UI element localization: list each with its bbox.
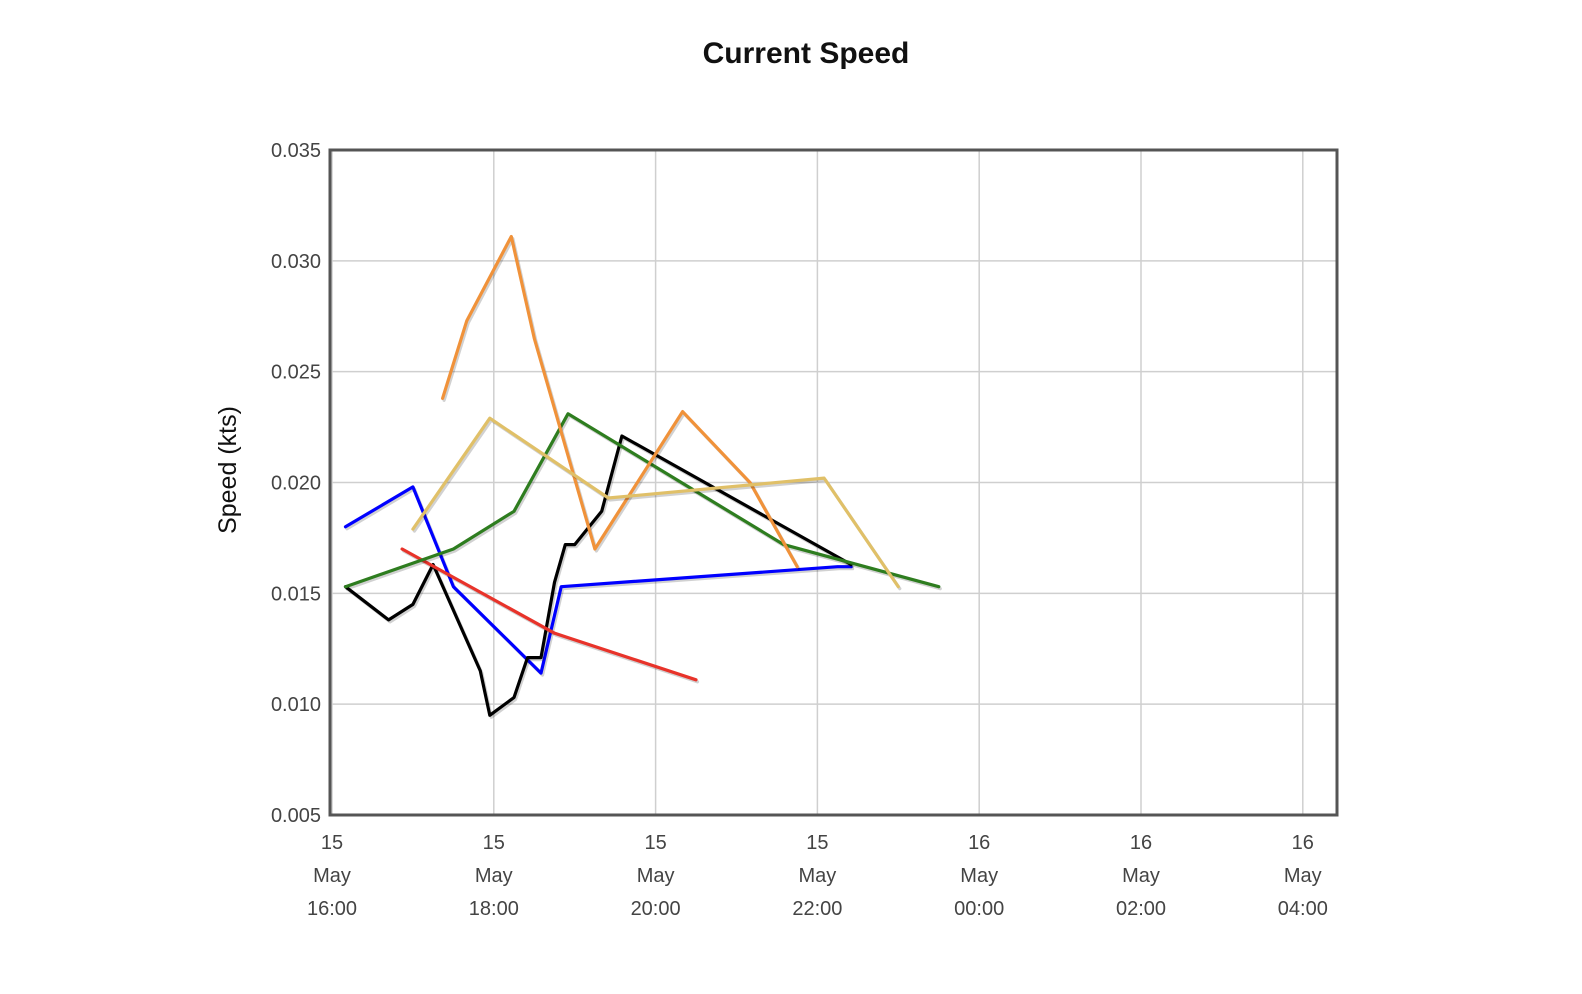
x-tick-label: 16 May 04:00 — [1278, 832, 1328, 920]
x-axis-ticks: 15 May 16:00 15 May 18:00 15 May 20:00 15 May 22:00… — [307, 832, 1328, 920]
y-tick-label: 0.025 — [271, 362, 321, 384]
grid-lines — [330, 149, 1337, 816]
series-shadow — [442, 236, 801, 571]
series-line-3 — [400, 547, 698, 682]
plot-frame — [328, 148, 1339, 817]
y-axis-ticks: 0.005 0.010 0.015 0.020 0.025 0.030 0.035 — [271, 140, 321, 827]
y-tick-label: 0.005 — [271, 805, 321, 827]
x-tick-label: 15 May 18:00 — [469, 832, 519, 920]
series-line-2 — [343, 434, 853, 717]
y-tick-label: 0.035 — [271, 140, 321, 162]
chart-title: Current Speed — [703, 37, 910, 70]
series-shadow — [345, 436, 855, 719]
x-tick-label: 15 May 20:00 — [631, 832, 681, 920]
series-line-5 — [441, 234, 799, 569]
x-tick-label: 15 May 16:00 — [307, 832, 357, 920]
data-series — [343, 234, 942, 719]
x-tick-label: 16 May 00:00 — [954, 832, 1004, 920]
series-shadow — [412, 418, 902, 591]
series-line-1 — [343, 485, 853, 675]
y-tick-label: 0.020 — [271, 473, 321, 495]
series-line-4 — [343, 412, 941, 589]
y-tick-label: 0.015 — [271, 583, 321, 605]
y-tick-label: 0.030 — [271, 251, 321, 273]
series-line-6 — [411, 416, 900, 589]
y-tick-label: 0.010 — [271, 694, 321, 716]
x-tick-label: 16 May 02:00 — [1116, 832, 1166, 920]
y-axis-label: Speed (kts) — [214, 406, 242, 534]
x-tick-label: 15 May 22:00 — [792, 832, 842, 920]
